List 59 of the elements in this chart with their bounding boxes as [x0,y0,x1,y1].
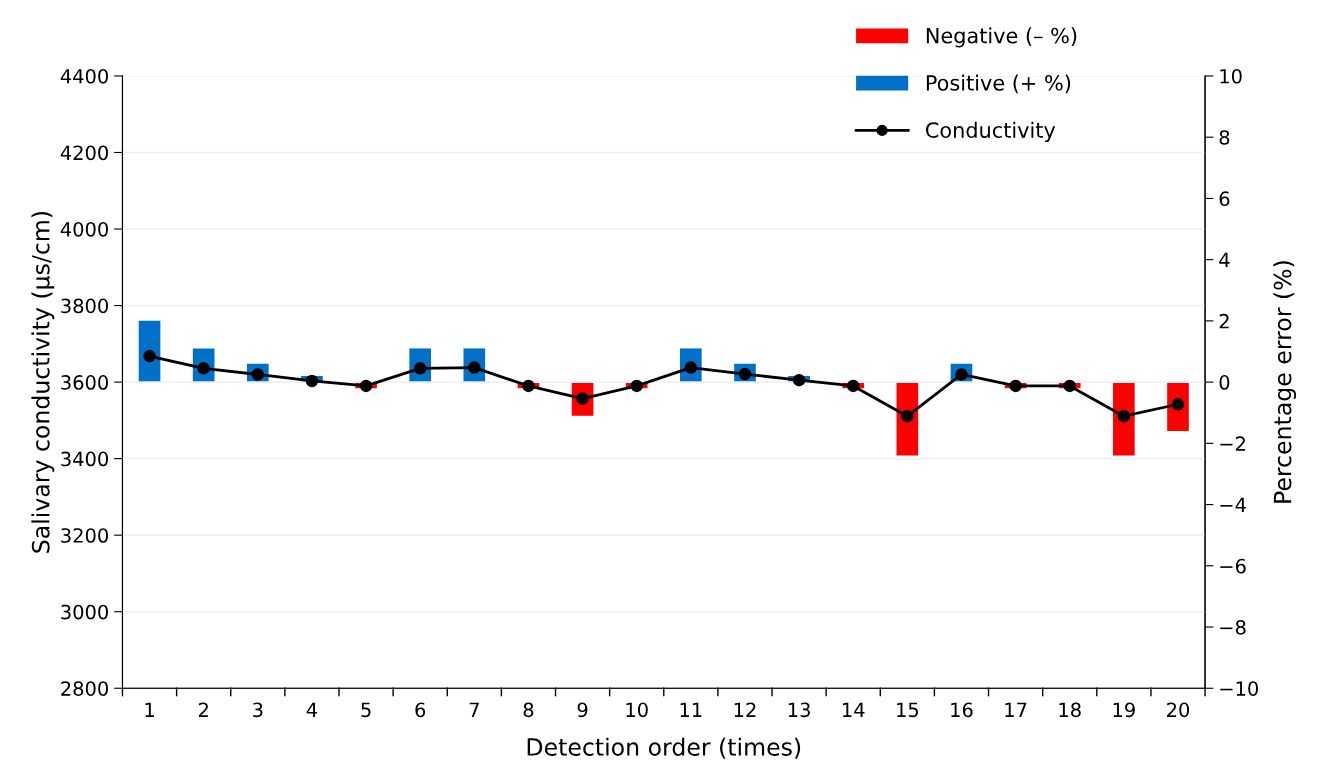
point [792,373,806,387]
point [305,374,319,388]
x-tick-label: 17 [1005,702,1027,717]
y2-tick-label: −4 [1220,497,1246,512]
y2-tick-label: 0 [1219,375,1230,390]
y-tick-label: 3600 [61,375,108,390]
y-tick-label: 4000 [60,221,108,237]
x-tick-label: 13 [788,702,810,718]
point [522,379,535,393]
y2-tick-label: −10 [1220,681,1258,696]
x-tick-label: 18 [1059,702,1081,718]
x-tick-label: 10 [626,702,648,718]
y2-tick-label: 6 [1219,191,1230,207]
legend-label: Positive (+ %) [926,74,1071,94]
y-tick-label: 3000 [61,604,108,620]
y-tick-label: 3800 [61,298,108,314]
bar [1113,382,1135,456]
x-tick-label: 3 [253,702,263,718]
x-tick-label: 19 [1113,702,1135,718]
y-tick-label: 3400 [61,451,108,467]
y2-axis-title: Percentage error (%) [1273,261,1297,503]
y-tick-label: 3200 [61,528,108,543]
y-tick-label: 4200 [60,145,108,161]
y2-tick-label: 8 [1219,130,1230,145]
point [1009,379,1022,393]
x-tick-label: 20 [1167,702,1190,718]
x-tick-label: 8 [523,702,534,718]
y2-tick-label: 4 [1219,252,1230,268]
x-tick-label: 14 [842,702,865,717]
y2-tick-label: −2 [1220,436,1245,451]
y-tick-label: 2800 [61,681,108,696]
y-tick-label: 4400 [60,68,108,84]
x-tick-label: 7 [469,702,479,717]
x-tick-label: 9 [577,702,588,718]
x-tick-label: 1 [145,702,154,717]
point [630,379,643,393]
y-axis-title: Salivary conductivity (µs/cm) [31,211,55,553]
x-tick-label: 15 [897,702,919,718]
point [359,379,373,393]
legend-label: Conductivity [926,121,1056,142]
point [1063,379,1076,393]
x-tick-label: 4 [306,702,318,717]
x-tick-label: 2 [198,702,208,717]
legend-label: Negative (– %) [926,27,1077,48]
x-tick-label: 5 [361,702,371,718]
point [143,349,156,363]
point [901,409,914,423]
x-tick-label: 11 [680,702,702,717]
bar [896,382,919,456]
point [846,379,860,393]
y2-tick-label: 2 [1219,313,1229,329]
x-tick-label: 16 [951,702,973,718]
point [1117,409,1131,423]
y2-tick-label: −6 [1220,558,1246,574]
y2-tick-label: −8 [1220,619,1246,635]
x-tick-label: 6 [415,702,426,718]
x-tick-label: 12 [734,702,756,717]
y2-tick-label: 10 [1220,68,1242,84]
x-axis-title: Detection order (times) [527,737,801,759]
